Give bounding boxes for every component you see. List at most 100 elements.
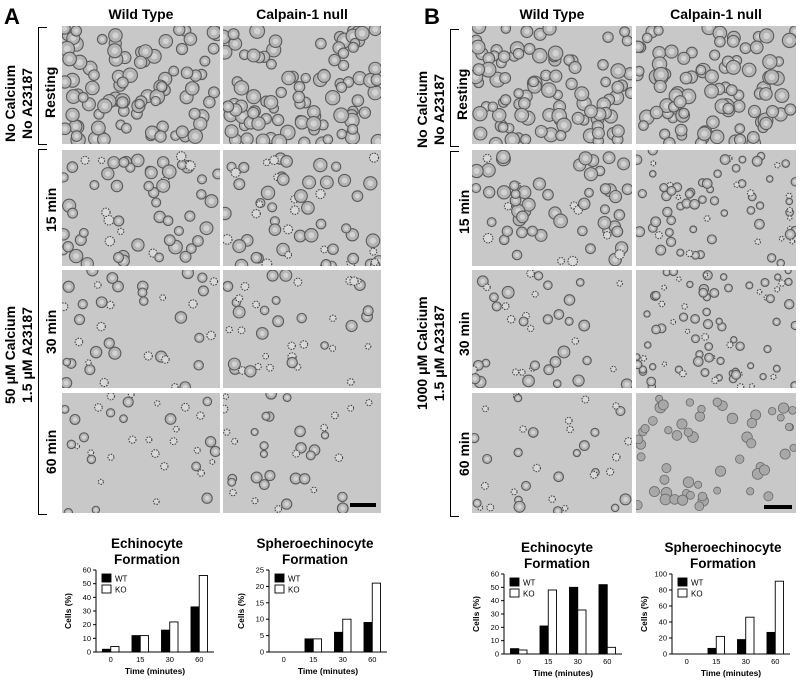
condition-line-1: 50 μM Calcium xyxy=(2,305,18,404)
micrograph-texture xyxy=(472,270,632,388)
bar-wt-0 xyxy=(102,648,112,653)
condition-treated-label-a: 50 μM Calcium 1.5 μM A23187 xyxy=(2,306,36,404)
col-header-calpain-null-b: Calpain-1 null xyxy=(670,6,762,22)
x-tick-label: 60 xyxy=(603,657,611,666)
micrograph-texture xyxy=(636,270,796,388)
time-label-60-a: 60 min xyxy=(43,429,59,474)
y-tick-label: 30 xyxy=(83,607,91,616)
chart-title-b2: Spheroechinocyte Formation xyxy=(664,540,782,571)
chart-title-b1: Echinocyte Formation xyxy=(520,540,594,571)
x-tick-label: 15 xyxy=(712,657,720,666)
bar-wt-0 xyxy=(510,648,520,655)
scale-bar-b xyxy=(764,505,792,509)
x-tick-label: 0 xyxy=(109,655,113,664)
condition-line-1: No Calcium xyxy=(2,64,18,142)
bracket-treated-a xyxy=(38,149,47,515)
micrograph-texture xyxy=(472,393,632,513)
micrograph-wt-60min-a xyxy=(62,393,220,513)
bar-ko-0 xyxy=(518,649,528,655)
bar-ko-30 xyxy=(342,618,352,653)
y-tick-label: 40 xyxy=(659,618,667,627)
y-tick-label: 5 xyxy=(260,631,264,640)
y-tick-label: 15 xyxy=(256,598,264,607)
bar-ko-15 xyxy=(547,589,557,655)
micrograph-ko-30min-a xyxy=(223,270,381,388)
y-tick-label: 20 xyxy=(491,623,499,632)
bar-ko-30 xyxy=(745,616,755,655)
resting-label-b: Resting xyxy=(454,68,470,120)
bar-wt-30 xyxy=(737,639,747,655)
bar-wt-60 xyxy=(363,622,373,653)
bracket-resting-a xyxy=(38,27,47,145)
y-tick-label: 60 xyxy=(83,566,91,575)
x-tick-label: 30 xyxy=(339,655,347,664)
y-tick-label: 40 xyxy=(83,593,91,602)
y-axis-label: Cells (%) xyxy=(63,593,73,629)
legend-swatch-wt xyxy=(677,577,688,587)
y-tick-label: 20 xyxy=(83,620,91,629)
x-tick-label: 30 xyxy=(166,655,174,664)
legend-label-ko: KO xyxy=(523,590,535,599)
panel-letter-a: A xyxy=(4,4,20,29)
micrograph-texture xyxy=(636,150,796,266)
micrograph-ko-resting-b xyxy=(636,26,796,144)
col-header-wild-type-b: Wild Type xyxy=(519,6,585,22)
legend-swatch-ko xyxy=(101,584,112,594)
y-tick-label: 0 xyxy=(87,648,91,657)
y-tick-label: 60 xyxy=(491,570,499,579)
y-tick-label: 0 xyxy=(663,650,667,659)
bar-ko-60 xyxy=(774,580,784,655)
micrograph-ko-60min-b xyxy=(636,393,796,513)
y-tick-label: 80 xyxy=(659,586,667,595)
x-tick-label: 30 xyxy=(574,657,582,666)
chart-spheroechinocyte-a: Cells (%) 0 5 10 15 20 25 0 15 30 60 Time (minutes)… xyxy=(236,566,387,676)
bar-ko-60 xyxy=(606,646,616,655)
time-label-30-b: 30 min xyxy=(456,311,472,356)
micrograph-texture xyxy=(472,26,632,144)
x-tick-label: 15 xyxy=(544,657,552,666)
micrograph-texture xyxy=(62,150,220,266)
micrograph-texture xyxy=(472,150,632,266)
condition-line-1: No Calcium xyxy=(414,70,430,148)
x-tick-label: 15 xyxy=(136,655,144,664)
legend-swatch-ko xyxy=(509,588,520,598)
bar-ko-30 xyxy=(577,609,587,655)
bar-ko-15 xyxy=(139,635,149,653)
legend-label-ko: KO xyxy=(691,590,703,599)
bar-wt-30 xyxy=(569,586,579,655)
col-header-wild-type-a: Wild Type xyxy=(108,6,174,22)
legend-swatch-wt xyxy=(509,577,520,587)
x-axis-label: Time (minutes) xyxy=(701,668,761,678)
scale-bar-a xyxy=(350,503,376,507)
y-axis-label: Cells (%) xyxy=(471,596,481,632)
micrograph-ko-60min-a xyxy=(223,393,381,513)
micrograph-wt-15min-b xyxy=(472,150,632,266)
bar-wt-15 xyxy=(539,625,549,655)
bar-ko-15 xyxy=(715,635,725,655)
x-tick-label: 0 xyxy=(282,655,286,664)
bracket-resting-b xyxy=(450,29,459,147)
time-label-15-a: 15 min xyxy=(43,187,59,232)
micrograph-wt-15min-a xyxy=(62,150,220,266)
micrograph-texture xyxy=(223,270,381,388)
micrograph-ko-30min-b xyxy=(636,270,796,388)
y-tick-label: 50 xyxy=(83,579,91,588)
bar-wt-60 xyxy=(190,606,200,653)
y-tick-label: 30 xyxy=(491,610,499,619)
chart-spheroechinocyte-b: Cells (%) 0 20 40 60 80 100 0 15 30 60 Time (minute… xyxy=(639,570,790,678)
y-tick-label: 10 xyxy=(256,615,264,624)
bar-wt-60 xyxy=(598,584,608,655)
micrograph-texture xyxy=(223,393,381,513)
chart-echinocyte-b: Cells (%) 0 10 20 30 40 50 60 0 15 30 60 Time (minut… xyxy=(471,570,622,678)
panel-letter-b: B xyxy=(424,4,440,29)
time-label-15-b: 15 min xyxy=(456,189,472,234)
micrograph-wt-resting-a xyxy=(62,26,220,144)
micrograph-texture xyxy=(636,26,796,144)
micrograph-texture xyxy=(636,393,796,513)
y-tick-label: 50 xyxy=(491,583,499,592)
y-tick-label: 20 xyxy=(256,582,264,591)
time-label-30-a: 30 min xyxy=(43,309,59,354)
bracket-treated-b xyxy=(450,151,459,517)
legend-swatch-ko xyxy=(677,588,688,598)
micrograph-wt-30min-b xyxy=(472,270,632,388)
